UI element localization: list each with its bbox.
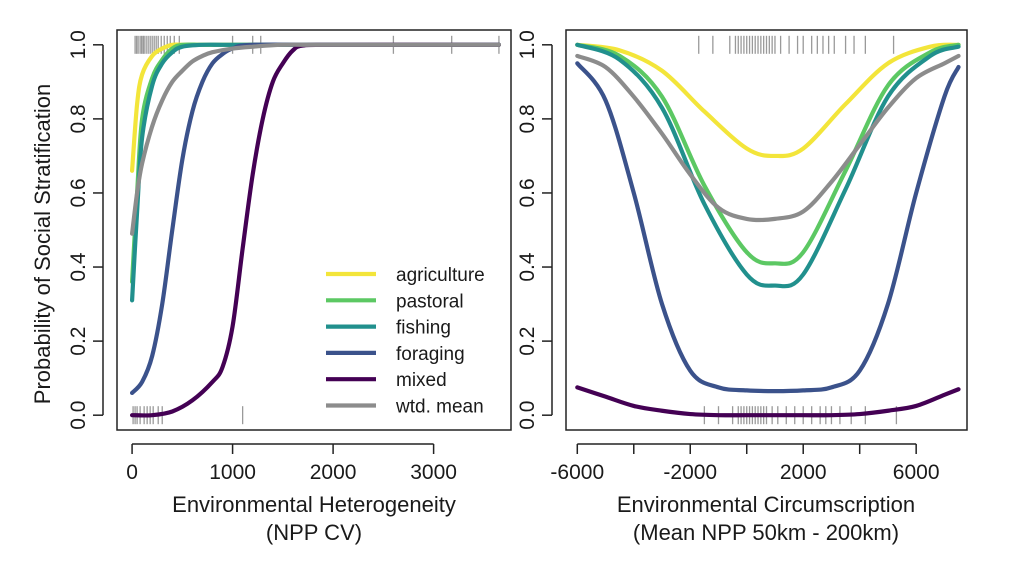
- axes-right: -6000 -2000 2000 6000 0.0 0.2 0.4 0.6 0.8 1.0: [516, 30, 940, 484]
- series-line-wtd-mean: [129, 42, 502, 236]
- series-line-mixed: [575, 385, 961, 418]
- y-tick-label: 0.0: [516, 401, 539, 430]
- y-tick-label: 0.6: [516, 178, 539, 207]
- series-line-agriculture: [575, 42, 961, 159]
- legend-label-fishing: fishing: [396, 318, 451, 339]
- x-axis-subtitle-right: (Mean NPP 50km - 200km): [633, 520, 899, 545]
- x-tick-label: 1000: [209, 461, 256, 484]
- series-line-foraging: [129, 42, 502, 396]
- y-tick-label: 0.6: [67, 178, 90, 207]
- x-axis-title-right: Environmental Circumscription: [617, 492, 915, 517]
- series-line-foraging: [575, 61, 961, 394]
- series-lines-left: [129, 42, 502, 418]
- y-tick-label: 0.0: [67, 401, 90, 430]
- x-tick-label: 2000: [310, 461, 357, 484]
- plot-frame-right: [565, 29, 968, 431]
- legend-label-wtd-mean: wtd. mean: [395, 397, 484, 418]
- rug-marks-left: [132, 35, 500, 425]
- chart-panel-right: -6000 -2000 2000 6000 0.0 0.2 0.4 0.6 0.8 1.0 Env…: [516, 29, 968, 545]
- chart-panel-left: 0 1000 2000 3000 0.0 0.2 0.4 0.6 0.8 1.0 agricult…: [67, 29, 512, 545]
- series-line-fishing: [575, 42, 961, 289]
- y-tick-label: 0.4: [67, 252, 90, 282]
- series-lines-right: [575, 42, 961, 418]
- legend-label-agriculture: agriculture: [396, 265, 485, 286]
- y-tick-label: 0.8: [516, 104, 539, 133]
- x-tick-label: 2000: [780, 461, 827, 484]
- series-line-pastoral: [129, 42, 502, 284]
- series-line-fishing: [129, 42, 502, 303]
- x-tick-label: 0: [126, 461, 138, 484]
- legend-label-mixed: mixed: [396, 370, 447, 391]
- y-tick-label: 1.0: [67, 30, 90, 59]
- legend: agriculture pastoral fishing foraging mixed w…: [326, 265, 485, 418]
- plot-frame-left: [116, 29, 512, 431]
- axes-left: 0 1000 2000 3000 0.0 0.2 0.4 0.6 0.8 1.0: [67, 30, 457, 484]
- legend-label-foraging: foraging: [396, 344, 465, 365]
- x-axis-title-left: Environmental Heterogeneity: [172, 492, 456, 517]
- y-tick-label: 0.4: [516, 252, 539, 282]
- x-tick-label: -6000: [550, 461, 604, 484]
- series-line-pastoral: [575, 42, 961, 266]
- x-tick-label: -2000: [663, 461, 717, 484]
- x-tick-label: 3000: [410, 461, 457, 484]
- x-axis-subtitle-left: (NPP CV): [266, 520, 362, 545]
- y-tick-label: 0.2: [516, 327, 539, 356]
- y-tick-label: 0.2: [67, 327, 90, 356]
- y-tick-label: 0.8: [67, 104, 90, 133]
- y-axis-title: Probability of Social Stratification: [30, 84, 55, 404]
- y-tick-label: 1.0: [516, 30, 539, 59]
- legend-label-pastoral: pastoral: [396, 291, 464, 312]
- series-line-wtd-mean: [575, 53, 961, 223]
- x-tick-label: 6000: [893, 461, 940, 484]
